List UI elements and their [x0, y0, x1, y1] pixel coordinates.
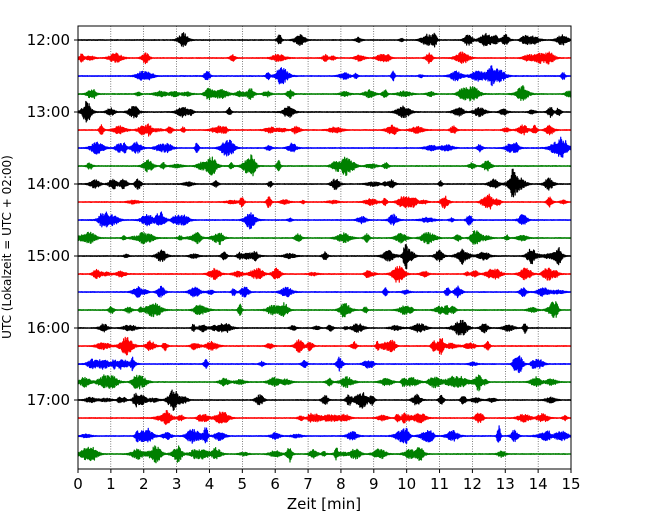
- trace-1215: [77, 51, 572, 65]
- trace-1645: [77, 374, 572, 392]
- x-tick-label: 8: [336, 475, 346, 493]
- x-tick-label: 15: [561, 475, 580, 493]
- x-tick-label: 9: [369, 475, 379, 493]
- trace-1700: [77, 389, 572, 412]
- y-tick-label: 16:00: [27, 319, 70, 337]
- x-tick-label: 5: [238, 475, 248, 493]
- x-tick-label: 4: [205, 475, 215, 493]
- trace-1245: [77, 84, 572, 102]
- plot-frame: [77, 25, 572, 470]
- trace-1500: [77, 244, 572, 270]
- trace-1345: [77, 154, 572, 177]
- trace-1530: [77, 285, 572, 299]
- x-tick-label: 0: [73, 475, 83, 493]
- trace-1430: [77, 211, 572, 230]
- trace-1200: [77, 32, 572, 48]
- trace-1515: [77, 265, 572, 283]
- x-axis-ticks: 0 1 2 3 4 5 6 7 8 9 10 11 12 13 14 15: [73, 469, 581, 493]
- x-tick-label: 13: [496, 475, 515, 493]
- x-tick-label: 2: [139, 475, 149, 493]
- trace-1615: [77, 336, 572, 356]
- x-tick-label: 10: [397, 475, 416, 493]
- trace-1545: [77, 301, 572, 318]
- trace-1330: [77, 136, 572, 158]
- trace-1730: [77, 425, 572, 444]
- trace-1715: [77, 409, 572, 426]
- x-tick-label: 6: [270, 475, 280, 493]
- y-tick-label: 15:00: [27, 247, 70, 265]
- trace-1315: [77, 123, 572, 137]
- trace-1630: [77, 355, 572, 374]
- trace-1745: [77, 445, 572, 464]
- y-axis-ticks: 12:00 13:00 14:00 15:00 16:00 17:00: [27, 31, 78, 409]
- y-tick-label: 14:00: [27, 175, 70, 193]
- y-axis-label: UTC (Lokalzeit = UTC + 02:00): [0, 155, 14, 339]
- x-tick-label: 1: [106, 475, 116, 493]
- trace-1230: [77, 65, 572, 87]
- x-tick-label: 14: [529, 475, 548, 493]
- trace-1445: [77, 230, 572, 246]
- trace-1600: [77, 319, 572, 336]
- x-tick-label: 7: [303, 475, 313, 493]
- x-tick-label: 3: [172, 475, 182, 493]
- x-tick-label: 11: [430, 475, 449, 493]
- x-axis-label: Zeit [min]: [287, 495, 361, 513]
- seismic-traces: [77, 32, 572, 464]
- x-tick-label: 12: [463, 475, 482, 493]
- y-tick-label: 13:00: [27, 103, 70, 121]
- trace-1400: [77, 168, 572, 198]
- y-tick-label: 17:00: [27, 391, 70, 409]
- y-tick-label: 12:00: [27, 31, 70, 49]
- trace-1415: [77, 193, 572, 210]
- trace-1300: [77, 100, 572, 123]
